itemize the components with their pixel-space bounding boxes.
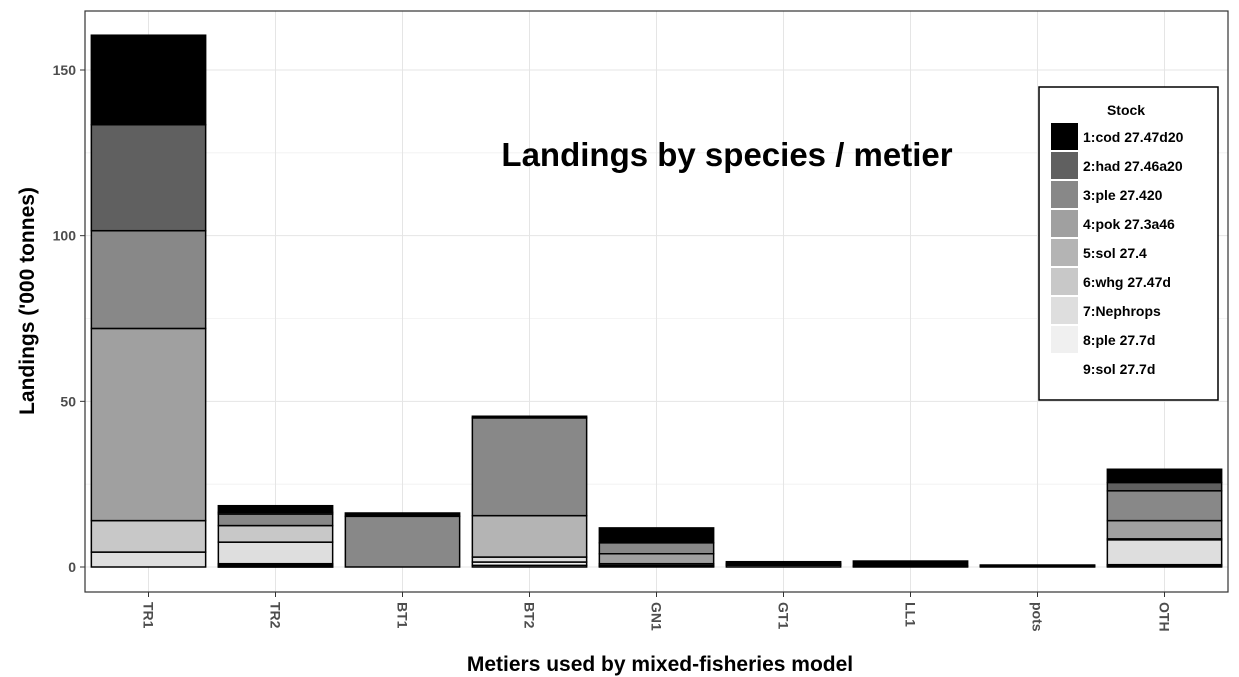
legend-item: 1:cod 27.47d20 xyxy=(1051,123,1184,150)
bar-segment xyxy=(344,512,461,518)
bar-segment xyxy=(471,514,588,558)
bar-segment xyxy=(217,562,334,568)
bar-stack-pots xyxy=(979,564,1096,568)
bar-segment xyxy=(471,417,588,517)
bar-segment xyxy=(90,327,207,522)
y-axis-label: Landings ('000 tonnes) xyxy=(16,187,39,415)
x-tick-label: TR1 xyxy=(141,602,157,629)
x-tick-label: GT1 xyxy=(776,602,792,629)
bar-segment xyxy=(217,524,334,543)
bar-segment xyxy=(471,415,588,419)
x-tick-label: pots xyxy=(1030,602,1046,632)
legend-label: 5:sol 27.4 xyxy=(1083,245,1147,261)
y-tick-label: 0 xyxy=(68,559,76,575)
bar-segment xyxy=(1106,468,1223,484)
bar-stack-GT1 xyxy=(725,560,842,568)
x-tick-label: BT2 xyxy=(522,602,538,629)
bar-segment xyxy=(1106,519,1223,540)
bar-segment xyxy=(852,560,969,567)
x-tick-label: BT1 xyxy=(395,602,411,629)
legend-item: 2:had 27.46a20 xyxy=(1051,152,1183,179)
legend-title: Stock xyxy=(1107,102,1145,118)
x-tick-label: GN1 xyxy=(649,602,665,631)
legend-swatch xyxy=(1051,239,1078,266)
legend-label: 4:pok 27.3a46 xyxy=(1083,216,1175,232)
legend-swatch xyxy=(1051,152,1078,179)
legend-label: 7:Nephrops xyxy=(1083,303,1161,319)
legend-label: 8:ple 27.7d xyxy=(1083,332,1155,348)
bar-stack-GN1 xyxy=(598,527,715,568)
bar-segment xyxy=(598,542,715,555)
y-tick-label: 100 xyxy=(53,228,77,244)
legend-label: 3:ple 27.420 xyxy=(1083,187,1163,203)
bar-segment xyxy=(90,551,207,568)
x-tick-label: LL1 xyxy=(903,602,919,627)
legend-item: 9:sol 27.7d xyxy=(1051,355,1155,382)
bar-stack-LL1 xyxy=(852,560,969,568)
bar-segment xyxy=(90,519,207,553)
bars xyxy=(90,34,1223,568)
legend-item: 8:ple 27.7d xyxy=(1051,326,1155,353)
bar-segment xyxy=(217,513,334,527)
legend-swatch xyxy=(1051,123,1078,150)
grid-lines xyxy=(85,11,1228,592)
bar-stack-TR2 xyxy=(217,504,334,568)
bar-segment xyxy=(1106,490,1223,522)
legend-item: 6:whg 27.47d xyxy=(1051,268,1171,295)
bar-stack-TR1 xyxy=(90,34,207,568)
legend-item: 7:Nephrops xyxy=(1051,297,1161,324)
legend-swatch xyxy=(1051,326,1078,353)
bar-segment xyxy=(598,527,715,544)
y-tick-label: 50 xyxy=(60,393,76,409)
legend-item: 4:pok 27.3a46 xyxy=(1051,210,1175,237)
bar-segment xyxy=(90,34,207,126)
bar-segment xyxy=(90,229,207,330)
x-axis-label: Metiers used by mixed-fisheries model xyxy=(467,653,853,676)
legend-label: 2:had 27.46a20 xyxy=(1083,158,1183,174)
bar-segment xyxy=(598,552,715,565)
y-axis-ticks: 0 50 100 150 xyxy=(53,62,85,575)
x-axis-ticks: TR1 TR2 BT1 BT2 GN1 GT1 LL1 pots OTH xyxy=(141,592,1173,632)
chart-title: Landings by species / metier xyxy=(501,136,952,173)
x-tick-label: TR2 xyxy=(268,602,284,629)
bar-segment xyxy=(725,560,842,565)
x-tick-label: OTH xyxy=(1157,602,1173,632)
y-tick-label: 150 xyxy=(53,62,77,78)
bar-segment xyxy=(979,564,1096,567)
bar-stack-BT2 xyxy=(471,415,588,568)
legend-label: 6:whg 27.47d xyxy=(1083,274,1171,290)
bar-stack-OTH xyxy=(1106,468,1223,568)
bar-segment xyxy=(344,515,461,568)
legend-swatch xyxy=(1051,210,1078,237)
bar-segment xyxy=(1106,539,1223,566)
legend-item: 5:sol 27.4 xyxy=(1051,239,1147,266)
bar-segment xyxy=(90,123,207,232)
legend-label: 9:sol 27.7d xyxy=(1083,361,1155,377)
legend-item: 3:ple 27.420 xyxy=(1051,181,1163,208)
bar-segment xyxy=(217,504,334,514)
legend-swatch xyxy=(1051,355,1078,382)
legend-swatch xyxy=(1051,181,1078,208)
legend: Stock 1:cod 27.47d20 2:had 27.46a20 3:ple … xyxy=(1038,86,1219,401)
legend-swatch xyxy=(1051,268,1078,295)
legend-swatch xyxy=(1051,297,1078,324)
bar-segment xyxy=(1106,481,1223,492)
bar-stack-BT1 xyxy=(344,512,461,568)
legend-label: 1:cod 27.47d20 xyxy=(1083,129,1184,145)
